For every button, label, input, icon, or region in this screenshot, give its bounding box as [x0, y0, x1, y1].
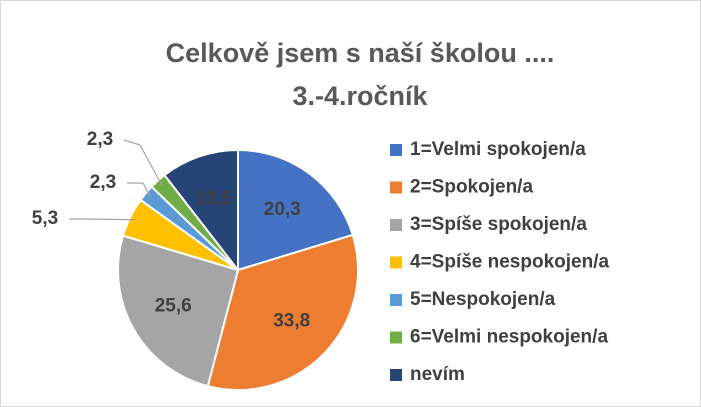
data-label: 2,3 [90, 172, 116, 193]
pie-slice [163, 148, 239, 273]
legend-label: 2=Spokojen/a [410, 177, 533, 198]
legend-swatch [390, 294, 402, 306]
data-label: 33,8 [273, 310, 310, 331]
legend-swatch [390, 219, 402, 231]
legend-label: nevím [410, 364, 465, 385]
legend-swatch [390, 144, 402, 156]
legend-label: 4=Spíše nespokojen/a [410, 252, 609, 273]
legend-swatch [390, 369, 402, 381]
legend-label: 5=Nespokojen/a [410, 289, 556, 310]
pie-slice [206, 233, 359, 391]
pie-slice [237, 148, 355, 272]
chart-title: Celkově jsem s naší školou .... [166, 38, 555, 68]
data-label: 20,3 [264, 199, 301, 220]
legend-label: 3=Spíše spokojen/a [410, 214, 587, 235]
legend-swatch [390, 181, 402, 194]
leader-line [69, 218, 136, 221]
data-label: 25,6 [155, 296, 192, 317]
legend-swatch [390, 331, 402, 344]
data-label: 2,3 [87, 129, 113, 150]
leader-line [127, 182, 151, 198]
chart-title: 3.-4.ročník [292, 81, 428, 111]
data-label: 5,3 [32, 208, 58, 229]
leader-line [123, 139, 163, 186]
legend-label: 6=Velmi nespokojen/a [410, 327, 608, 348]
legend-swatch [390, 256, 402, 269]
legend-label: 1=Velmi spokojen/a [410, 139, 586, 160]
pie-slice [117, 234, 240, 388]
data-label: 10,5 [195, 189, 232, 210]
